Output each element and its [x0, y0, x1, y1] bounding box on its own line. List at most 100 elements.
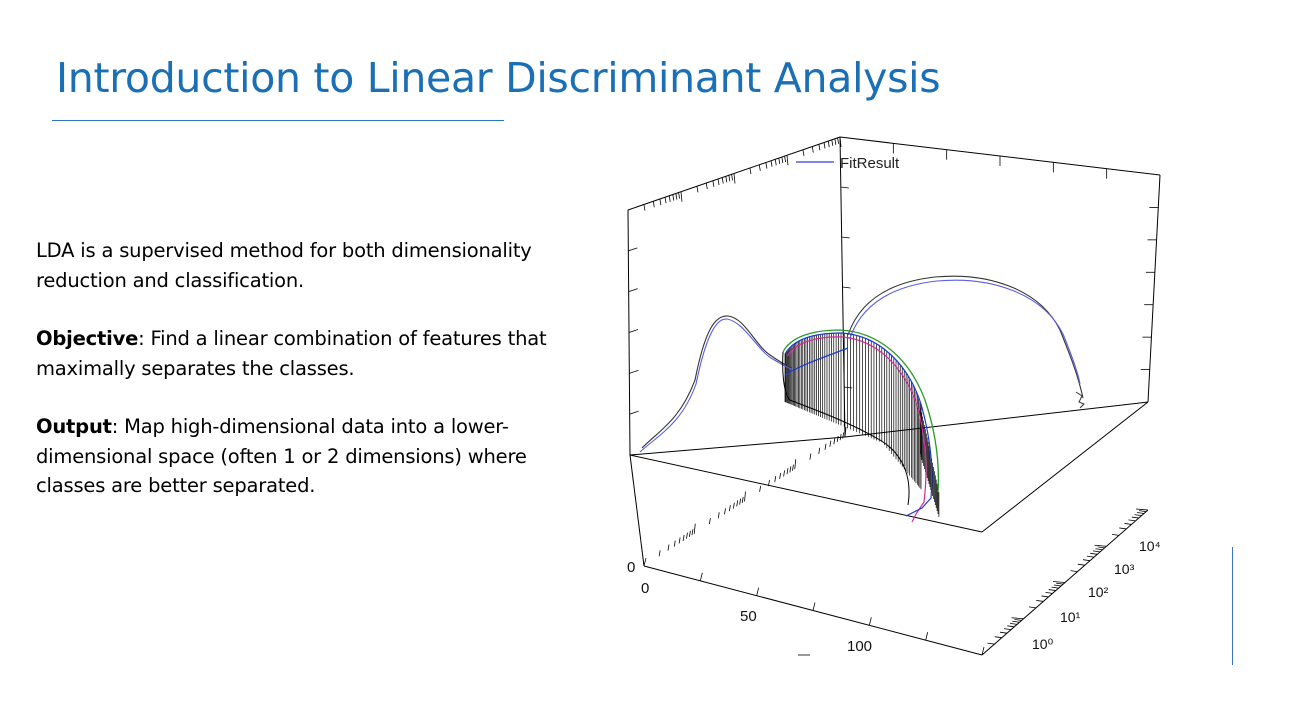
depth-tick — [824, 443, 827, 450]
y-axis-tick — [1012, 620, 1020, 623]
top-left-tick — [778, 158, 781, 165]
y-axis-tick — [1041, 595, 1049, 598]
x-axis-tick — [643, 557, 647, 567]
y-axis-tick — [1036, 600, 1044, 602]
top-left-tick — [774, 159, 777, 166]
left-edge-tick — [628, 329, 639, 333]
top-left-tick — [786, 155, 789, 166]
y-axis-tick — [1014, 619, 1022, 621]
y-axis-tick — [1011, 617, 1024, 620]
y-axis-tick — [1052, 581, 1066, 583]
depth-tick — [768, 480, 770, 487]
y-axis-tick — [1082, 559, 1091, 562]
y-axis-tick — [1056, 582, 1064, 585]
depth-tick — [741, 496, 744, 504]
top-left-tick — [781, 156, 784, 164]
projection-left-data-curve — [641, 315, 793, 449]
depth-tick — [829, 440, 832, 447]
depth-tick — [728, 505, 731, 512]
top-left-tick — [712, 180, 715, 187]
top-left-tick — [721, 177, 724, 184]
x-axis-tick — [699, 572, 703, 581]
top-left-tick — [749, 167, 752, 175]
depth-tick — [794, 459, 797, 470]
title-underline — [52, 120, 504, 121]
depth-tick — [842, 432, 845, 439]
y-axis-tick — [1090, 552, 1098, 555]
box-edge-front-left-vertical — [629, 454, 645, 567]
box-edge-right-vertical — [1147, 174, 1161, 403]
top-left-tick — [831, 139, 834, 146]
top-left-tick — [680, 191, 683, 202]
main-curve-black-bottom — [782, 351, 910, 506]
top-left-tick — [770, 160, 773, 167]
depth-tick — [667, 544, 670, 551]
depth-tick — [786, 468, 789, 475]
projection-right-fit-curve — [849, 279, 1081, 385]
y-tick-label-1e4: 10⁴ — [1139, 538, 1161, 554]
top-left-tick — [717, 178, 720, 186]
depth-tick — [678, 537, 681, 544]
depth-tick — [708, 517, 711, 525]
depth-tick — [779, 472, 782, 480]
top-left-tick — [652, 201, 655, 208]
depth-tick — [759, 485, 762, 492]
depth-tick — [682, 534, 685, 541]
top-left-tick — [839, 136, 842, 148]
top-left-tick — [802, 149, 805, 156]
paragraph-objective: Objective: Find a linear combination of … — [36, 324, 576, 383]
paragraph-output-text: : Map high-dimensional data into a lower… — [36, 415, 527, 497]
slide-title: Introduction to Linear Discriminant Anal… — [56, 54, 941, 102]
back-edge-tick — [841, 236, 850, 239]
top-left-tick — [659, 198, 662, 206]
top-left-tick — [765, 162, 768, 169]
x-axis-tick — [812, 602, 816, 611]
depth-tick — [789, 466, 792, 473]
y-axis-tick — [1053, 584, 1062, 587]
x-axis-tick — [981, 646, 985, 656]
top-left-tick — [678, 192, 680, 199]
top-left-tick — [733, 173, 736, 184]
top-left-tick — [827, 140, 830, 148]
depth-tick — [783, 470, 785, 477]
depth-tick — [809, 453, 812, 460]
top-left-tick — [728, 175, 731, 182]
top-left-tick — [668, 195, 671, 202]
depth-tick — [673, 540, 676, 547]
top-left-tick — [643, 204, 646, 211]
y-axis-tick — [1048, 589, 1056, 591]
figure-3d-plot: FitResult 0 0 50 100 10⁰ 10¹ 10² 10³ 10⁴ — [620, 130, 1180, 660]
y-axis-tick — [1086, 555, 1095, 558]
paragraph-intro-text: LDA is a supervised method for both dime… — [36, 239, 532, 292]
y-axis-tick — [1010, 622, 1018, 625]
depth-tick — [736, 500, 739, 507]
x-tick-label-100: 100 — [847, 638, 872, 655]
y-tick-label-1e3: 10³ — [1114, 561, 1135, 577]
axis-ticks — [628, 136, 1159, 656]
depth-tick — [724, 508, 726, 515]
box-edge-floor-right-diagonal — [981, 401, 1149, 533]
top-left-tick — [672, 194, 675, 201]
left-edge-tick — [628, 247, 638, 252]
y-axis-tick — [994, 636, 1002, 639]
main-curve-green — [782, 329, 940, 493]
y-tick-label-1e0: 10⁰ — [1032, 636, 1054, 652]
depth-tick — [839, 434, 842, 441]
paragraph-objective-lead: Objective — [36, 327, 139, 350]
y-axis-tick — [999, 631, 1008, 634]
y-axis-tick — [1111, 533, 1120, 536]
back-edge-tick — [844, 386, 853, 389]
depth-tick — [833, 438, 836, 445]
depth-tick — [774, 476, 777, 483]
y-axis-tick — [1119, 527, 1127, 530]
right-accent-line — [1232, 547, 1233, 665]
main-curve-magenta — [786, 336, 927, 523]
y-axis-tick — [1051, 586, 1059, 589]
top-left-tick — [731, 174, 733, 181]
top-left-tick — [725, 176, 728, 183]
body-text: LDA is a supervised method for both dime… — [36, 236, 576, 530]
top-left-tick — [784, 156, 786, 163]
depth-tick — [691, 529, 694, 536]
y-axis-tick — [1131, 516, 1139, 519]
depth-tick — [744, 491, 746, 502]
